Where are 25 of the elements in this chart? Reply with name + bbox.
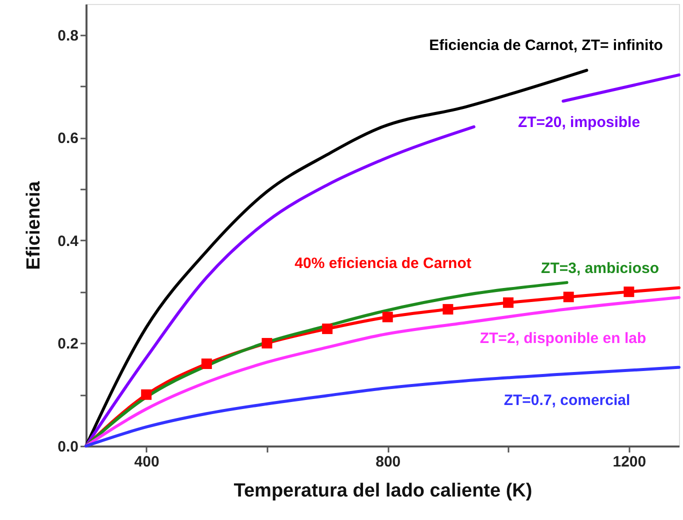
series-label: ZT=2, disponible en lab: [480, 330, 646, 347]
x-tick-label: 400: [134, 454, 160, 470]
y-tick-label: 0.6: [58, 130, 78, 148]
point: [201, 358, 212, 370]
y-tick-label: 0.2: [58, 336, 78, 353]
text: 40% eficiencia de Carnot: [294, 255, 472, 272]
y-tick-label: 0.0: [58, 438, 78, 456]
point: [442, 304, 454, 315]
point: [322, 324, 333, 334]
series-label: ZT=0.7, comercial: [504, 392, 630, 409]
y-tick-label: 0.8: [58, 27, 78, 44]
point: [563, 292, 574, 302]
y-axis-title: Eficiencia: [24, 180, 45, 270]
point: [624, 286, 634, 298]
x-axis-title: Temperatura del lado caliente (K): [234, 480, 532, 502]
x-tick-label: 1200: [612, 454, 646, 470]
x-tick-label: 800: [376, 454, 401, 470]
point: [503, 297, 514, 308]
series-label: ZT=3, ambicioso: [541, 260, 659, 277]
point: [141, 389, 152, 400]
y-tick-label: 0.4: [58, 232, 80, 250]
text: Eficiencia de Carnot, ZT= infinito: [429, 37, 663, 54]
point: [262, 338, 272, 348]
point: [382, 312, 393, 322]
series-label: ZT=20, imposible: [518, 114, 640, 131]
